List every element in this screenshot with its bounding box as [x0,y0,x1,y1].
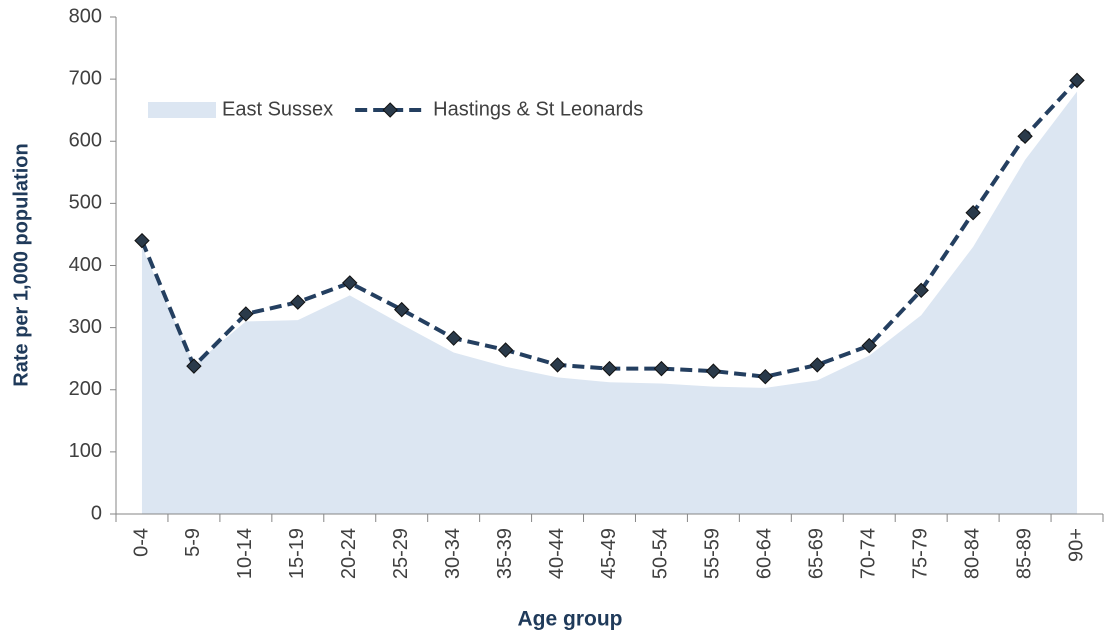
legend-label: Hastings & St Leonards [433,98,643,120]
legend-label: East Sussex [222,98,333,120]
marker [342,275,358,291]
y-tick-label: 400 [69,254,102,276]
marker [134,232,150,249]
marker [290,294,306,310]
marker [497,342,514,358]
marker [913,282,929,299]
y-tick-label: 100 [69,440,102,462]
x-tick-label: 60-64 [754,528,776,579]
marker [705,363,722,379]
x-tick-label: 70-74 [858,528,880,579]
y-tick-label: 0 [91,502,102,524]
x-tick-label: 5-9 [182,528,204,557]
marker [601,360,618,377]
x-axis-label: Age group [518,608,623,631]
marker [809,357,825,373]
marker [238,306,254,322]
x-tick-label: 65-69 [806,528,828,579]
legend-marker [382,102,398,118]
x-tick-label: 0-4 [130,528,152,557]
y-tick-label: 800 [69,5,102,27]
y-axis-label: Rate per 1,000 population [10,143,32,386]
y-tick-label: 200 [69,378,102,400]
y-tick-label: 600 [69,130,102,152]
y-tick-label: 500 [69,192,102,214]
x-tick-label: 85-89 [1013,528,1035,579]
x-tick-label: 45-49 [598,528,620,579]
marker [757,368,774,385]
marker [861,337,877,354]
x-tick-label: 55-59 [702,528,724,579]
x-tick-label: 15-19 [286,528,308,579]
x-tick-label: 50-54 [650,528,672,579]
marker [445,330,462,346]
marker [1017,128,1033,144]
x-tick-label: 75-79 [909,528,931,579]
y-tick-label: 700 [69,67,102,89]
x-tick-label: 80-84 [961,528,983,579]
area [141,91,1078,515]
x-tick-label: 40-44 [546,528,568,579]
x-tick-label: 35-39 [494,528,516,579]
x-tick-label: 30-34 [442,528,464,579]
x-tick-label: 20-24 [338,528,360,579]
x-tick-label: 10-14 [234,528,256,579]
marker [186,358,202,374]
x-tick-label: 25-29 [390,528,412,579]
marker [965,204,981,221]
legend-swatch [148,102,216,118]
x-tick-label: 90+ [1065,528,1087,562]
marker [394,301,410,318]
marker [549,357,566,373]
marker [1069,72,1085,89]
marker [653,360,670,377]
y-tick-label: 300 [69,316,102,338]
